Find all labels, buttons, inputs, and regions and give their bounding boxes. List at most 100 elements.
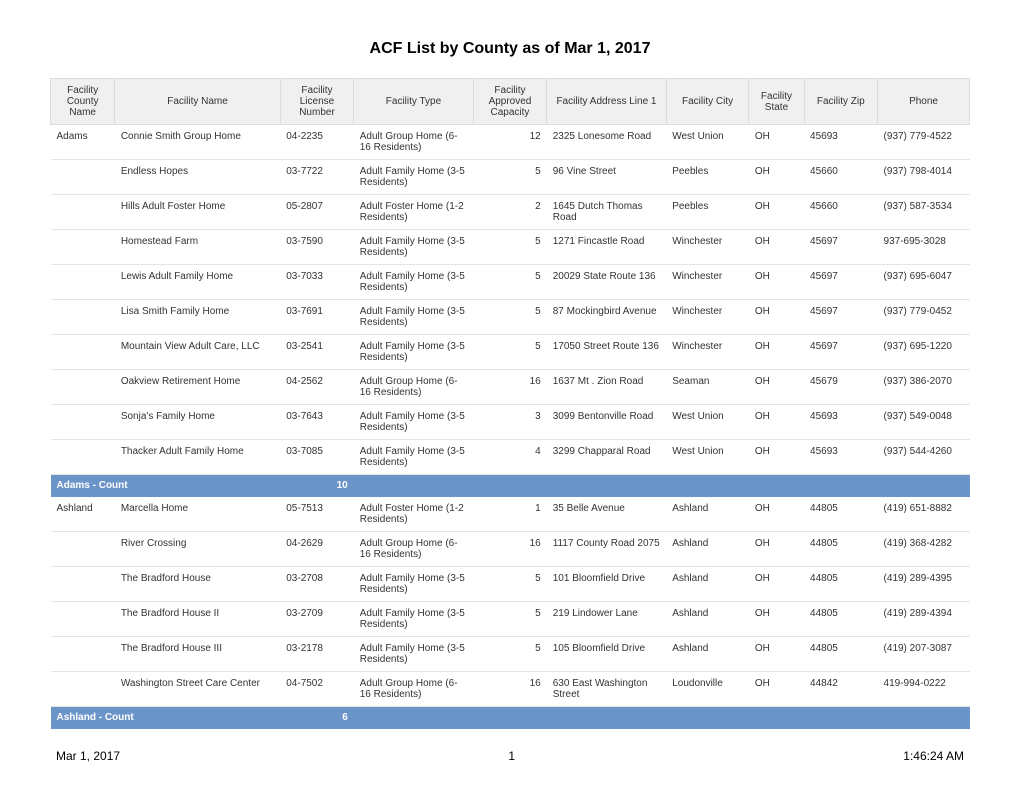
cell-name: River Crossing [115, 532, 280, 567]
cell-phone: (937) 695-6047 [878, 265, 970, 300]
cell-license: 03-7722 [280, 160, 354, 195]
table-row: Homestead Farm03-7590Adult Family Home (… [51, 230, 970, 265]
cell-capacity: 5 [473, 300, 547, 335]
cell-name: Thacker Adult Family Home [115, 440, 280, 475]
cell-name: Lewis Adult Family Home [115, 265, 280, 300]
cell-state: OH [749, 335, 804, 370]
cell-phone: (937) 779-4522 [878, 125, 970, 160]
cell-phone: (419) 207-3087 [878, 637, 970, 672]
cell-name: The Bradford House II [115, 602, 280, 637]
cell-city: Ashland [666, 602, 749, 637]
cell-capacity: 5 [473, 602, 547, 637]
cell-type: Adult Family Home (3-5 Residents) [354, 300, 473, 335]
cell-name: Marcella Home [115, 497, 280, 532]
footer-time: 1:46:24 AM [903, 749, 964, 763]
cell-zip: 44805 [804, 567, 878, 602]
cell-phone: (419) 289-4395 [878, 567, 970, 602]
cell-county [51, 300, 115, 335]
cell-zip: 45693 [804, 440, 878, 475]
cell-capacity: 5 [473, 637, 547, 672]
cell-zip: 45697 [804, 300, 878, 335]
table-row: The Bradford House III03-2178Adult Famil… [51, 637, 970, 672]
cell-license: 03-7643 [280, 405, 354, 440]
table-row: Oakview Retirement Home04-2562Adult Grou… [51, 370, 970, 405]
cell-state: OH [749, 370, 804, 405]
cell-capacity: 3 [473, 405, 547, 440]
cell-state: OH [749, 405, 804, 440]
cell-zip: 44805 [804, 637, 878, 672]
cell-license: 04-2562 [280, 370, 354, 405]
cell-county [51, 567, 115, 602]
cell-zip: 45660 [804, 195, 878, 230]
cell-type: Adult Family Home (3-5 Residents) [354, 567, 473, 602]
footer-date: Mar 1, 2017 [56, 749, 120, 763]
cell-city: Ashland [666, 532, 749, 567]
col-header: Facility State [749, 79, 804, 125]
table-row: Sonja's Family Home03-7643Adult Family H… [51, 405, 970, 440]
cell-type: Adult Family Home (3-5 Residents) [354, 230, 473, 265]
cell-county [51, 195, 115, 230]
cell-license: 03-2541 [280, 335, 354, 370]
cell-capacity: 5 [473, 335, 547, 370]
cell-name: Hills Adult Foster Home [115, 195, 280, 230]
count-spacer [354, 475, 970, 497]
cell-state: OH [749, 265, 804, 300]
cell-name: Washington Street Care Center [115, 672, 280, 707]
cell-zip: 44805 [804, 602, 878, 637]
cell-address: 1271 Fincastle Road [547, 230, 666, 265]
cell-address: 1637 Mt . Zion Road [547, 370, 666, 405]
cell-phone: (937) 587-3534 [878, 195, 970, 230]
cell-county [51, 230, 115, 265]
cell-state: OH [749, 637, 804, 672]
cell-capacity: 16 [473, 370, 547, 405]
cell-phone: (937) 544-4260 [878, 440, 970, 475]
cell-address: 17050 Street Route 136 [547, 335, 666, 370]
table-row: Endless Hopes03-7722Adult Family Home (3… [51, 160, 970, 195]
col-header: Facility City [666, 79, 749, 125]
cell-license: 04-2235 [280, 125, 354, 160]
cell-name: The Bradford House III [115, 637, 280, 672]
cell-state: OH [749, 532, 804, 567]
table-row: Mountain View Adult Care, LLC03-2541Adul… [51, 335, 970, 370]
cell-name: Oakview Retirement Home [115, 370, 280, 405]
cell-name: The Bradford House [115, 567, 280, 602]
cell-zip: 45697 [804, 265, 878, 300]
col-header: Facility License Number [280, 79, 354, 125]
cell-phone: (419) 368-4282 [878, 532, 970, 567]
footer-page: 1 [508, 749, 515, 763]
cell-phone: (419) 651-8882 [878, 497, 970, 532]
cell-county [51, 440, 115, 475]
cell-address: 105 Bloomfield Drive [547, 637, 666, 672]
cell-phone: (937) 779-0452 [878, 300, 970, 335]
cell-state: OH [749, 300, 804, 335]
cell-city: Winchester [666, 335, 749, 370]
cell-state: OH [749, 440, 804, 475]
table-row: River Crossing04-2629Adult Group Home (6… [51, 532, 970, 567]
cell-county: Ashland [51, 497, 115, 532]
cell-name: Homestead Farm [115, 230, 280, 265]
cell-city: Winchester [666, 230, 749, 265]
cell-county [51, 335, 115, 370]
count-value: 10 [280, 475, 354, 497]
cell-zip: 45697 [804, 230, 878, 265]
table-row: Washington Street Care Center04-7502Adul… [51, 672, 970, 707]
cell-name: Connie Smith Group Home [115, 125, 280, 160]
cell-type: Adult Group Home (6-16 Residents) [354, 370, 473, 405]
cell-address: 630 East Washington Street [547, 672, 666, 707]
cell-state: OH [749, 497, 804, 532]
cell-city: Winchester [666, 265, 749, 300]
table-row: AshlandMarcella Home05-7513Adult Foster … [51, 497, 970, 532]
cell-capacity: 16 [473, 672, 547, 707]
cell-type: Adult Family Home (3-5 Residents) [354, 335, 473, 370]
col-header: Facility Name [115, 79, 280, 125]
cell-city: Ashland [666, 567, 749, 602]
col-header: Facility Address Line 1 [547, 79, 666, 125]
cell-capacity: 1 [473, 497, 547, 532]
cell-address: 3299 Chapparal Road [547, 440, 666, 475]
table-row: AdamsConnie Smith Group Home04-2235Adult… [51, 125, 970, 160]
cell-phone: (419) 289-4394 [878, 602, 970, 637]
cell-zip: 45697 [804, 335, 878, 370]
count-row: Ashland - Count6 [51, 707, 970, 729]
cell-address: 3099 Bentonville Road [547, 405, 666, 440]
cell-address: 20029 State Route 136 [547, 265, 666, 300]
